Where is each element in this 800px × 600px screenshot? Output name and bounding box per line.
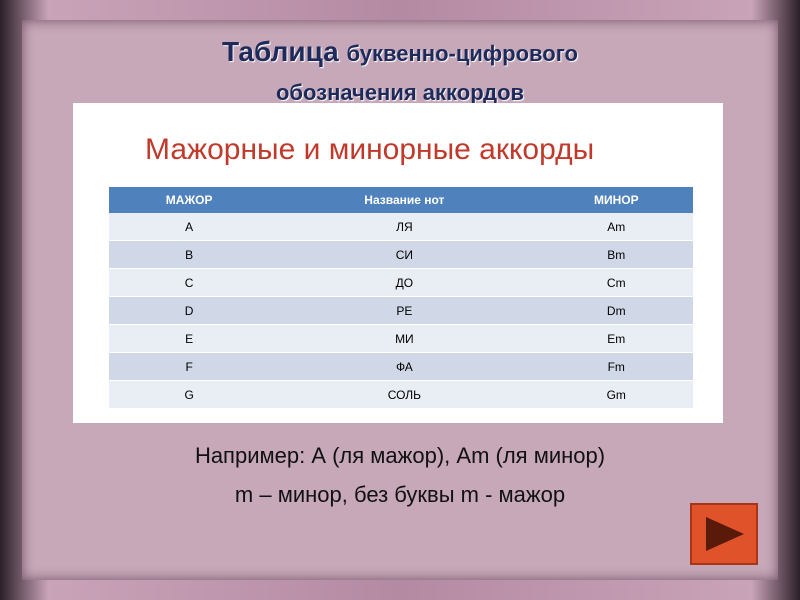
table-row: F ФА Fm: [109, 352, 693, 381]
cell: СОЛЬ: [269, 380, 540, 409]
cell: Cm: [539, 268, 693, 297]
cell: Fm: [539, 352, 693, 381]
cell: ЛЯ: [269, 213, 540, 241]
table-row: G СОЛЬ Gm: [109, 380, 693, 409]
cell: E: [109, 324, 270, 353]
cell: Gm: [539, 380, 693, 409]
cell: Dm: [539, 296, 693, 325]
table-row: C ДО Cm: [109, 268, 693, 297]
cell: МИ: [269, 324, 540, 353]
cell: G: [109, 380, 270, 409]
arrow-icon: [706, 517, 744, 551]
table: МАЖОР Название нот МИНОР A ЛЯ Am B СИ Bm C ДО Cm D РЕ…: [109, 187, 693, 409]
note: Например: А (ля мажор), Am (ля минор): [194, 443, 606, 468]
subtitle: Мажорные и минорные аккорды: [145, 133, 595, 166]
cell: РЕ: [269, 296, 540, 325]
cell: D: [109, 296, 270, 325]
title-line2: обозначения аккордов: [275, 80, 525, 105]
cell: Am: [539, 213, 693, 241]
column-header: МИНОР: [539, 187, 693, 213]
slide-image: Мажорные и минорные аккорды МАЖОР Названи…: [73, 103, 723, 423]
next-button[interactable]: [690, 503, 758, 565]
cell: A: [109, 213, 270, 241]
table-row: E МИ Em: [109, 324, 693, 353]
cell: Bm: [539, 240, 693, 269]
note: m – минор, без буквы m - мажор: [234, 482, 566, 507]
cell: B: [109, 240, 270, 269]
cell: ДО: [269, 268, 540, 297]
title-bold: Таблица: [222, 36, 339, 67]
table-row: D РЕ Dm: [109, 296, 693, 325]
table-row: A ЛЯ Am: [109, 213, 693, 241]
column-header: Название нот: [269, 187, 540, 213]
cell: F: [109, 352, 270, 381]
title: Таблица буквенно-цифрового: [0, 36, 800, 68]
cell: Em: [539, 324, 693, 353]
column-header: МАЖОР: [109, 187, 270, 213]
cell: ФА: [269, 352, 540, 381]
title-rest: буквенно-цифрового: [346, 41, 578, 66]
table-row: B СИ Bm: [109, 240, 693, 269]
cell: C: [109, 268, 270, 297]
cell: СИ: [269, 240, 540, 269]
